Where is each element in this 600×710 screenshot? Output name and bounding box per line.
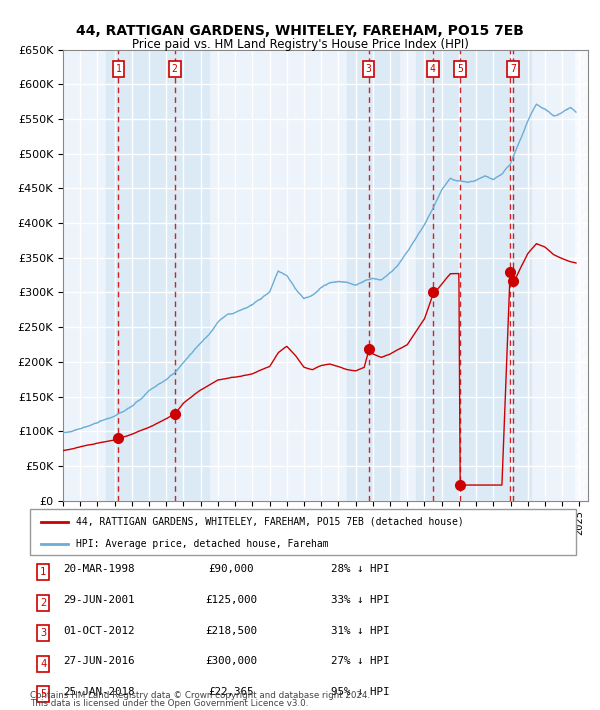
Text: 3: 3 [365,64,371,74]
Text: 44, RATTIGAN GARDENS, WHITELEY, FAREHAM, PO15 7EB: 44, RATTIGAN GARDENS, WHITELEY, FAREHAM,… [76,24,524,38]
Text: 20-MAR-1998: 20-MAR-1998 [63,564,135,574]
Text: 95% ↓ HPI: 95% ↓ HPI [331,687,389,697]
Text: 5: 5 [40,689,46,699]
Text: 2: 2 [40,598,46,608]
Text: 3: 3 [40,628,46,638]
Text: 33% ↓ HPI: 33% ↓ HPI [331,595,389,605]
Text: £90,000: £90,000 [208,564,254,574]
Text: 4: 4 [430,64,436,74]
Text: 27% ↓ HPI: 27% ↓ HPI [331,656,389,666]
Text: 1: 1 [40,567,46,577]
Text: Contains HM Land Registry data © Crown copyright and database right 2024.: Contains HM Land Registry data © Crown c… [30,691,370,700]
Bar [575,50,588,501]
Text: 5: 5 [457,64,463,74]
Text: 44, RATTIGAN GARDENS, WHITELEY, FAREHAM, PO15 7EB (detached house): 44, RATTIGAN GARDENS, WHITELEY, FAREHAM,… [76,517,464,527]
Text: Price paid vs. HM Land Registry's House Price Index (HPI): Price paid vs. HM Land Registry's House … [131,38,469,51]
Text: 4: 4 [40,659,46,669]
Text: 1: 1 [115,64,121,74]
Text: 27-JUN-2016: 27-JUN-2016 [63,656,135,666]
Text: £300,000: £300,000 [205,656,257,666]
Text: £218,500: £218,500 [205,626,257,635]
Bar [106,50,209,501]
Text: £125,000: £125,000 [205,595,257,605]
Text: This data is licensed under the Open Government Licence v3.0.: This data is licensed under the Open Gov… [30,699,308,708]
Bar [416,50,531,501]
Bar [347,50,398,501]
Text: HPI: Average price, detached house, Fareham: HPI: Average price, detached house, Fare… [76,539,329,549]
Text: 31% ↓ HPI: 31% ↓ HPI [331,626,389,635]
Text: 01-OCT-2012: 01-OCT-2012 [63,626,135,635]
Text: 2: 2 [172,64,178,74]
Text: 29-JUN-2001: 29-JUN-2001 [63,595,135,605]
Text: 28% ↓ HPI: 28% ↓ HPI [331,564,389,574]
Text: £22,365: £22,365 [208,687,254,697]
Text: 25-JAN-2018: 25-JAN-2018 [63,687,135,697]
Text: 7: 7 [510,64,516,74]
FancyBboxPatch shape [30,509,576,555]
